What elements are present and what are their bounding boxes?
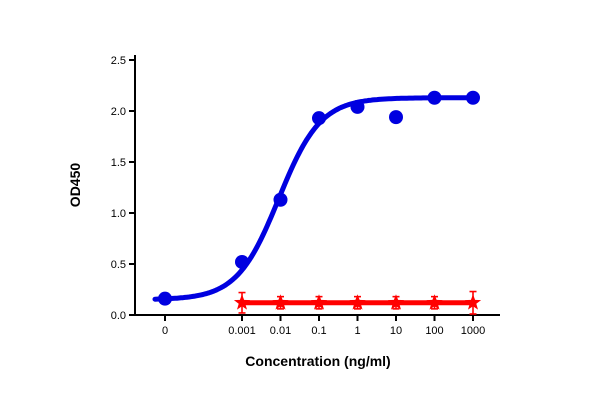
star-marker xyxy=(233,294,251,310)
x-axis-label: Concentration (ng/ml) xyxy=(245,353,390,369)
data-point-marker xyxy=(312,111,326,126)
fit-curve xyxy=(152,95,480,302)
star-marker xyxy=(464,294,482,310)
data-point-marker xyxy=(466,90,480,105)
x-tick-label: 0 xyxy=(162,325,168,337)
x-tick-label: 0.001 xyxy=(228,325,256,337)
x-tick-label: 100 xyxy=(425,325,443,337)
data-point-marker xyxy=(389,110,403,125)
star-marker xyxy=(272,294,289,310)
data-point-marker xyxy=(158,291,172,306)
star-marker xyxy=(426,294,443,310)
axes xyxy=(129,55,500,321)
data-point-marker xyxy=(350,99,365,114)
x-tick-label: 10 xyxy=(390,325,402,337)
star-marker xyxy=(310,294,328,310)
star-marker xyxy=(349,294,366,310)
y-tick-labels: 0.0 0.5 1.0 1.5 2.0 2.5 xyxy=(111,55,126,322)
x-tick-label: 0.1 xyxy=(311,325,326,337)
data-point-marker xyxy=(273,192,288,207)
y-tick-label: 1.0 xyxy=(111,208,126,220)
y-tick-label: 1.5 xyxy=(111,157,126,169)
x-tick-label: 1000 xyxy=(461,325,485,337)
x-tick-label: 1 xyxy=(354,325,360,337)
y-tick-label: 0.5 xyxy=(111,259,126,271)
series-negative-control xyxy=(233,290,482,315)
y-tick-label: 2.0 xyxy=(111,106,126,118)
series-sample-binding xyxy=(152,90,480,306)
y-tick-label: 0.0 xyxy=(111,310,126,322)
x-tick-label: 0.01 xyxy=(270,325,291,337)
x-tick-labels: 0 0.001 0.01 0.1 1 10 100 1000 xyxy=(162,325,485,337)
y-axis-label: OD450 xyxy=(67,163,83,208)
star-marker xyxy=(387,294,405,310)
y-tick-label: 2.5 xyxy=(111,55,126,67)
data-point-marker xyxy=(427,90,442,105)
data-point-marker xyxy=(235,254,249,269)
